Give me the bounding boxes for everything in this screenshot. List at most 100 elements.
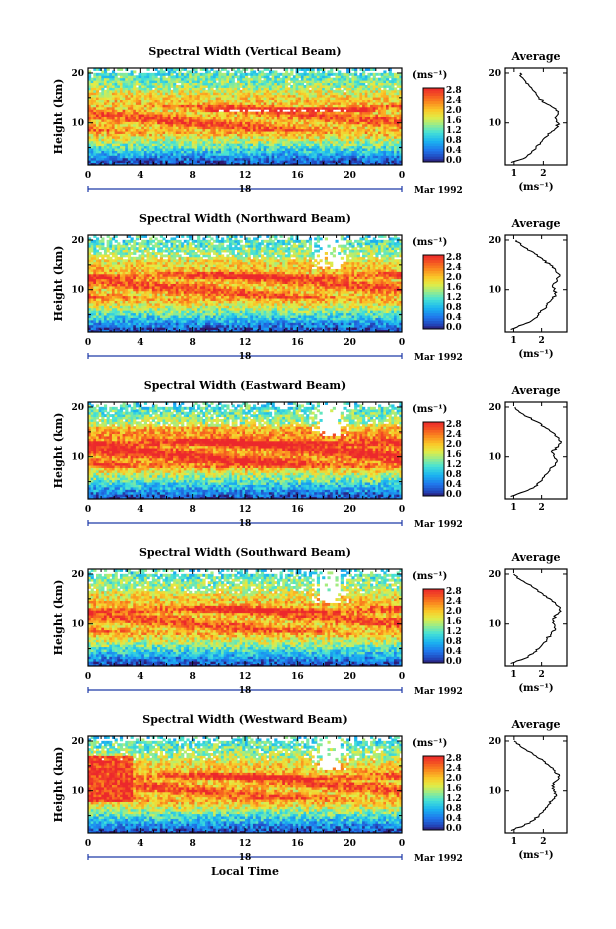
colorbar-unit: (ms⁻¹) bbox=[412, 404, 447, 415]
colorbar-segment bbox=[423, 437, 444, 441]
colorbar-segment bbox=[423, 782, 444, 786]
colorbar-tick-label: 2.4 bbox=[446, 597, 462, 607]
colorbar-segment bbox=[423, 453, 444, 457]
colorbar-segment bbox=[423, 485, 444, 489]
date-month-year-label: Mar 1992 bbox=[414, 186, 463, 196]
profile-x-tick-label: 1 bbox=[510, 670, 516, 680]
colorbar-segment bbox=[423, 474, 444, 478]
colorbar-segment bbox=[423, 440, 444, 444]
y-axis-label: Height (km) bbox=[52, 580, 65, 656]
colorbar-unit: (ms⁻¹) bbox=[412, 738, 447, 749]
colorbar-tick-label: 0.8 bbox=[446, 303, 462, 313]
colorbar-tick-label: 1.2 bbox=[446, 293, 462, 303]
colorbar-segment bbox=[423, 766, 444, 770]
x-tick-label: 4 bbox=[137, 839, 143, 849]
colorbar-tick-label: 2.0 bbox=[446, 273, 462, 283]
heatmap-cells bbox=[88, 736, 403, 834]
colorbar-tick-label: 1.2 bbox=[446, 460, 462, 470]
profile-x-label: (ms⁻¹) bbox=[518, 683, 553, 694]
colorbar-segment bbox=[423, 618, 444, 622]
colorbar-tick-label: 0.0 bbox=[446, 657, 462, 667]
colorbar-segment bbox=[423, 607, 444, 611]
colorbar-tick-label: 2.4 bbox=[446, 96, 462, 106]
colorbar-segment bbox=[423, 814, 444, 818]
x-tick-label: 0 bbox=[399, 171, 405, 181]
y-tick-label: 10 bbox=[71, 620, 84, 630]
x-tick-label: 16 bbox=[291, 672, 304, 682]
x-tick-label: 0 bbox=[85, 505, 91, 515]
colorbar-segment bbox=[423, 615, 444, 619]
colorbar-segment bbox=[423, 758, 444, 762]
colorbar-segment bbox=[423, 466, 444, 471]
colorbar-segment bbox=[423, 626, 444, 630]
colorbar-segment bbox=[423, 657, 444, 661]
profile-x-tick-label: 2 bbox=[539, 503, 545, 513]
colorbar-segment bbox=[423, 276, 444, 280]
colorbar-tick-label: 2.0 bbox=[446, 106, 462, 116]
colorbar-tick-label: 0.4 bbox=[446, 146, 462, 156]
profile-frame bbox=[504, 67, 568, 166]
y-axis-label: Height (km) bbox=[52, 246, 65, 322]
x-tick-label: 8 bbox=[190, 171, 196, 181]
colorbar-segment bbox=[423, 154, 444, 158]
colorbar-segment bbox=[423, 88, 444, 92]
colorbar-segment bbox=[423, 284, 444, 288]
colorbar-tick-label: 2.8 bbox=[446, 253, 462, 263]
colorbar-tick-label: 1.2 bbox=[446, 627, 462, 637]
colorbar-segment bbox=[423, 647, 444, 651]
colorbar-segment bbox=[423, 816, 444, 820]
colorbar-segment bbox=[423, 159, 444, 163]
date-day-label: 18 bbox=[239, 686, 252, 696]
colorbar: 2.82.42.01.61.20.80.40.0 bbox=[422, 754, 462, 834]
colorbar-segment bbox=[423, 427, 444, 431]
heatmap-cells bbox=[88, 569, 403, 667]
colorbar-segment bbox=[423, 130, 444, 134]
colorbar-tick-label: 1.6 bbox=[446, 450, 462, 460]
colorbar-segment bbox=[423, 432, 444, 436]
date-month-year-label: Mar 1992 bbox=[414, 687, 463, 697]
colorbar-frame bbox=[422, 254, 445, 330]
colorbar-segment bbox=[423, 292, 444, 296]
panel-title: Spectral Width (Southward Beam) bbox=[139, 546, 351, 559]
x-tick-label: 0 bbox=[399, 505, 405, 515]
colorbar-tick-label: 2.0 bbox=[446, 774, 462, 784]
x-tick-label: 16 bbox=[291, 171, 304, 181]
colorbar-segment bbox=[423, 101, 444, 105]
colorbar-unit: (ms⁻¹) bbox=[412, 571, 447, 582]
colorbar-tick-label: 0.8 bbox=[446, 804, 462, 814]
profile-line bbox=[510, 72, 561, 164]
colorbar-segment bbox=[423, 429, 444, 434]
colorbar-segment bbox=[423, 761, 444, 765]
x-tick-label: 0 bbox=[85, 338, 91, 348]
colorbar-segment bbox=[423, 125, 444, 129]
colorbar-segment bbox=[423, 655, 444, 659]
y-tick-label: 20 bbox=[71, 236, 84, 246]
x-tick-label: 8 bbox=[190, 672, 196, 682]
colorbar-segment bbox=[423, 779, 444, 783]
colorbar-segment bbox=[423, 109, 444, 113]
profile-x-label: (ms⁻¹) bbox=[518, 850, 553, 861]
heatmap-cells bbox=[88, 235, 403, 333]
colorbar-segment bbox=[423, 265, 444, 269]
profile-y-tick-label: 20 bbox=[488, 403, 501, 413]
colorbar-segment bbox=[423, 315, 444, 319]
y-axis-label: Height (km) bbox=[52, 79, 65, 155]
colorbar-tick-label: 2.4 bbox=[446, 263, 462, 273]
colorbar: 2.82.42.01.61.20.80.40.0 bbox=[422, 587, 462, 667]
colorbar-segment bbox=[423, 660, 444, 664]
colorbar-segment bbox=[423, 268, 444, 272]
profile-line bbox=[510, 740, 561, 832]
colorbar-segment bbox=[423, 649, 444, 653]
profile-line bbox=[510, 573, 562, 665]
profile-line bbox=[510, 406, 563, 498]
x-tick-label: 8 bbox=[190, 505, 196, 515]
colorbar-segment bbox=[423, 604, 444, 608]
y-tick-label: 20 bbox=[71, 570, 84, 580]
profile-x-tick-label: 1 bbox=[510, 503, 516, 513]
colorbar-segment bbox=[423, 477, 444, 481]
colorbar-segment bbox=[423, 106, 444, 110]
colorbar-segment bbox=[423, 480, 444, 484]
colorbar-segment bbox=[423, 493, 444, 497]
x-tick-label: 4 bbox=[137, 171, 143, 181]
y-tick-label: 20 bbox=[71, 69, 84, 79]
